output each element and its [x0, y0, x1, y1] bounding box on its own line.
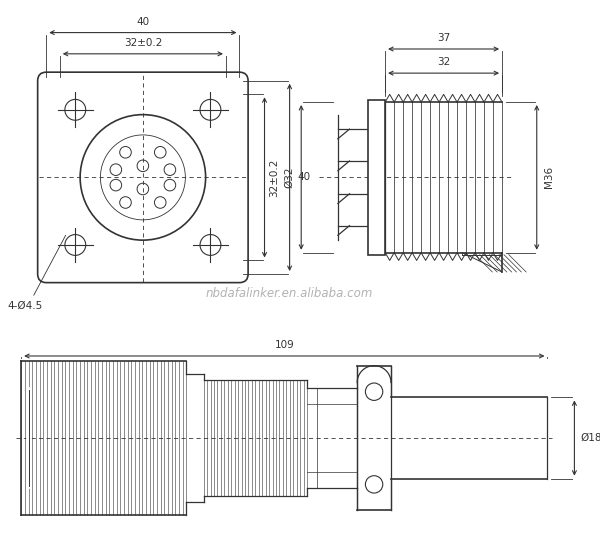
Text: nbdafalinker.en.alibaba.com: nbdafalinker.en.alibaba.com: [206, 287, 373, 300]
Text: Ø18: Ø18: [580, 433, 600, 443]
FancyBboxPatch shape: [38, 72, 248, 283]
Text: 32±0.2: 32±0.2: [269, 158, 280, 196]
Text: 4-Ø4.5: 4-Ø4.5: [8, 301, 43, 311]
Text: 32±0.2: 32±0.2: [124, 38, 162, 48]
Text: Ø32: Ø32: [284, 166, 295, 188]
Text: M36: M36: [544, 166, 554, 188]
Text: 37: 37: [437, 33, 450, 43]
Text: 40: 40: [136, 17, 149, 27]
Text: 32: 32: [437, 57, 450, 67]
Text: 40: 40: [298, 172, 310, 182]
Text: 109: 109: [274, 340, 294, 350]
Bar: [368, 100, 385, 255]
